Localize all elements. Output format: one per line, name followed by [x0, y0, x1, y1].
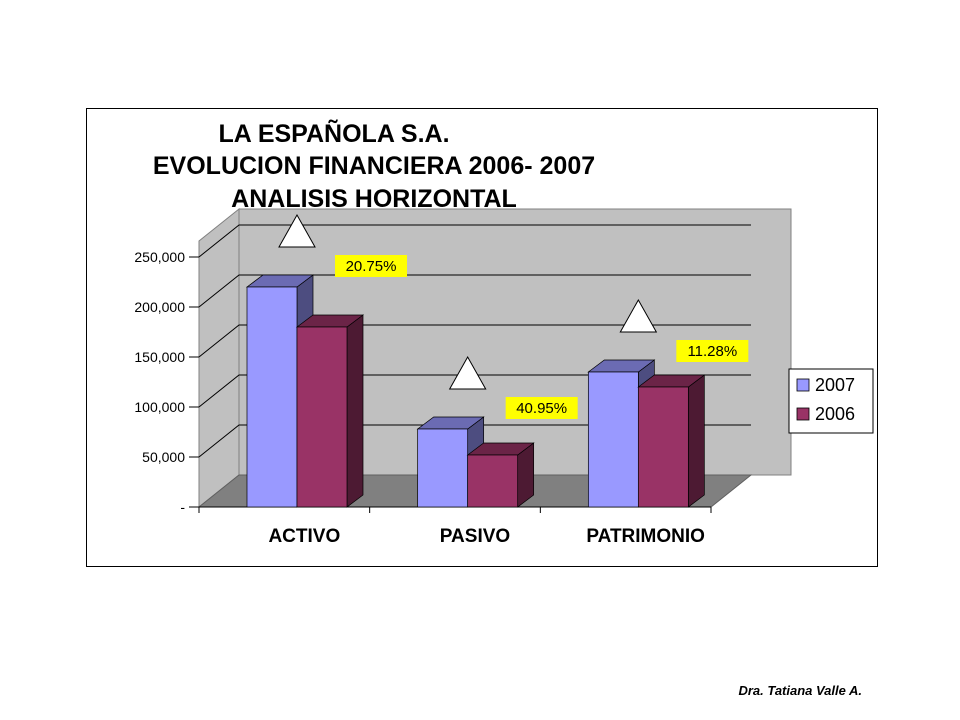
gridline [198, 374, 751, 408]
y-tick-label: 150,000 [134, 349, 185, 365]
legend-label-2006: 2006 [815, 404, 855, 424]
up-triangle-icon [278, 213, 316, 248]
chart-svg: - 50,000 100,000 150,000 200,000 250,000 ACTI… [134, 118, 874, 547]
chart-title-line-3: ANALISIS HORIZONTAL [231, 185, 517, 213]
bar-side [687, 374, 705, 508]
bar-front [467, 454, 519, 508]
chart-title-line-2: EVOLUCION FINANCIERA 2006- 2007 [153, 152, 595, 180]
bar-front [587, 371, 639, 508]
bar-front [296, 326, 348, 508]
chart-frame: - 50,000 100,000 150,000 200,000 250,000 ACTI… [86, 108, 878, 567]
legend-swatch-2006 [796, 407, 810, 421]
bar-front [637, 386, 689, 508]
bar-front [246, 286, 298, 508]
percent-badge [335, 255, 407, 277]
bar-2006-activo [295, 314, 365, 508]
percent-badge [676, 340, 749, 362]
category-label: PASIVO [440, 526, 510, 547]
chart-title-line-1: LA ESPAÑOLA S.A. [218, 118, 449, 148]
category-label: PATRIMONIO [586, 526, 705, 547]
bar-side [346, 314, 364, 508]
up-triangle-icon [448, 355, 487, 390]
author-credit: Dra. Tatiana Valle A. [738, 683, 862, 698]
gridline [198, 424, 751, 458]
bar-2006-patrimonio [637, 374, 706, 508]
gridline [198, 324, 751, 358]
percent-badge [505, 397, 578, 419]
y-tick-label: 250,000 [134, 249, 185, 265]
y-tick-label: 100,000 [134, 399, 185, 415]
gridline [198, 224, 751, 258]
y-tick-label: 50,000 [142, 449, 185, 465]
up-triangle-icon [619, 298, 658, 333]
category-label: ACTIVO [268, 526, 340, 547]
bar-front [417, 428, 469, 508]
gridline [198, 274, 751, 308]
legend-label-2007: 2007 [815, 375, 855, 395]
percent-label: 40.95% [516, 400, 567, 417]
legend-swatch-2007 [796, 378, 810, 392]
side-wall [198, 207, 240, 509]
y-tick-label: - [180, 499, 185, 515]
bar-2006-pasivo [466, 442, 535, 508]
percent-label: 20.75% [346, 258, 397, 275]
y-tick-label: 200,000 [134, 299, 185, 315]
percent-label: 11.28% [687, 343, 737, 360]
